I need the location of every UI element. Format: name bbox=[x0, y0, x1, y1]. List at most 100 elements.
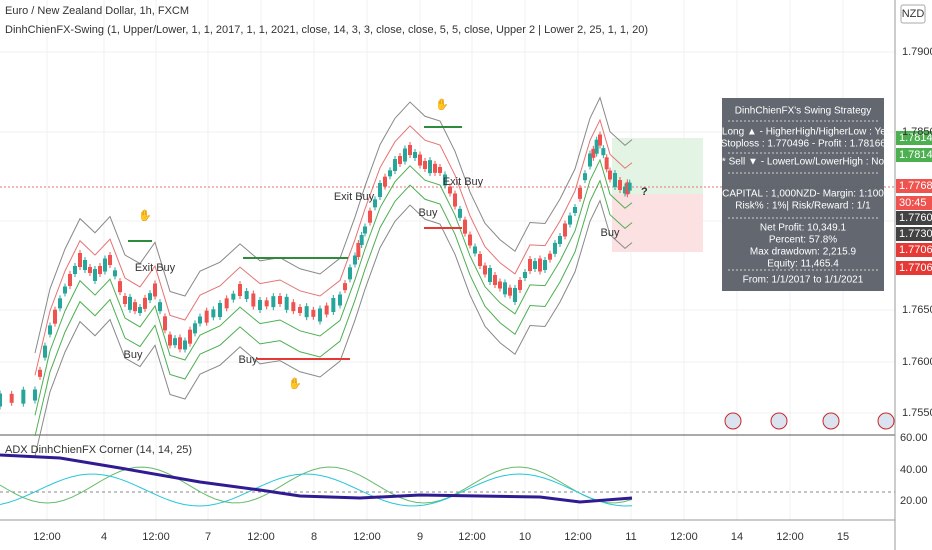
price-tag-label: 1.77682 bbox=[899, 180, 932, 192]
candle bbox=[558, 236, 562, 244]
candle bbox=[373, 199, 377, 208]
candle bbox=[338, 294, 342, 306]
candle bbox=[604, 157, 609, 170]
candle bbox=[625, 182, 630, 195]
adx-line bbox=[0, 453, 633, 504]
price-tag-label: 1.78146 bbox=[899, 132, 932, 144]
candle bbox=[353, 255, 357, 265]
candle bbox=[224, 298, 229, 309]
signal-label: Exit Buy bbox=[334, 191, 375, 203]
price-tags: 1.78146 1.78146 1.77682 30:45 1.77607 1.77304… bbox=[896, 131, 932, 275]
candle bbox=[251, 293, 256, 307]
symbol-title: Euro / New Zealand Dollar, 1h, FXCM bbox=[5, 5, 189, 17]
candle bbox=[433, 163, 437, 173]
signal-label: Buy bbox=[601, 227, 620, 239]
candle bbox=[568, 215, 572, 225]
currency[interactable]: NZD bbox=[902, 8, 925, 20]
candle bbox=[443, 174, 447, 186]
candle bbox=[563, 223, 567, 237]
adx-scale-label: 60.00 bbox=[900, 432, 928, 444]
panel-title: DinhChienFX's Swing Strategy bbox=[735, 106, 871, 117]
candle bbox=[613, 173, 617, 187]
candle bbox=[138, 307, 142, 313]
adx-pane bbox=[0, 453, 633, 507]
candle bbox=[103, 258, 107, 272]
signal-label: Buy bbox=[239, 354, 258, 366]
adx-scale-label: 20.00 bbox=[900, 495, 928, 507]
signal-label: Buy bbox=[124, 349, 143, 361]
candle bbox=[383, 176, 387, 187]
adx-label: ADX DinhChienFX Corner (14, 14, 25) bbox=[5, 444, 192, 456]
event-icon[interactable] bbox=[770, 412, 788, 430]
candle bbox=[468, 234, 472, 246]
stop-loss-zone bbox=[612, 194, 703, 252]
time-label: 11 bbox=[625, 531, 636, 543]
price-label: 1.79000 bbox=[902, 46, 932, 58]
time-label: 12:00 bbox=[353, 531, 381, 543]
candle bbox=[204, 310, 209, 323]
candle bbox=[133, 302, 137, 312]
event-icon[interactable] bbox=[877, 412, 895, 430]
panel-line: Max drawdown: 2,215.9 bbox=[750, 247, 857, 258]
candle bbox=[218, 303, 222, 317]
candle bbox=[148, 293, 152, 301]
candle bbox=[608, 170, 612, 180]
panel-line: - Stoploss : 1.770496 - Profit : 1.78166… bbox=[715, 139, 892, 150]
candle bbox=[244, 291, 249, 299]
candle bbox=[543, 260, 547, 270]
thumbs-down-icon: ✋ bbox=[138, 209, 152, 222]
candle bbox=[343, 283, 347, 291]
time-label: 12:00 bbox=[142, 531, 170, 543]
candle bbox=[553, 242, 557, 254]
candle bbox=[83, 260, 87, 270]
panel-text: DinhChienFX's Swing Strategy * Long ▲ - H… bbox=[715, 106, 892, 286]
candle bbox=[363, 226, 367, 234]
time-label: 7 bbox=[205, 531, 211, 543]
candle bbox=[528, 259, 532, 271]
candle bbox=[21, 389, 26, 404]
candle bbox=[591, 148, 596, 158]
thumbs-up-icon: ✋ bbox=[288, 377, 302, 390]
candle bbox=[503, 282, 507, 295]
candle bbox=[304, 306, 309, 318]
time-label: 14 bbox=[731, 531, 743, 543]
upper-band bbox=[34, 118, 633, 376]
candle bbox=[448, 186, 452, 194]
candle bbox=[627, 182, 632, 191]
candle bbox=[378, 183, 382, 197]
time-label: 12:00 bbox=[670, 531, 698, 543]
event-icon[interactable] bbox=[822, 412, 840, 430]
adx-scale-label: 40.00 bbox=[900, 464, 928, 476]
panel-line: Net Profit: 10,349.1 bbox=[760, 223, 847, 234]
candle bbox=[478, 254, 482, 266]
candle bbox=[488, 268, 492, 282]
candle bbox=[271, 296, 276, 308]
time-label: 4 bbox=[101, 531, 107, 543]
candle bbox=[368, 210, 372, 223]
candle bbox=[118, 281, 122, 293]
candle bbox=[463, 219, 467, 234]
event-icon[interactable] bbox=[724, 412, 742, 430]
candle bbox=[493, 275, 497, 285]
signal-label: Exit Buy bbox=[443, 176, 484, 188]
candle bbox=[538, 258, 542, 272]
candle bbox=[143, 297, 147, 309]
candle bbox=[388, 170, 392, 177]
panel-line: Equity: 11,465.4 bbox=[767, 259, 839, 270]
candle bbox=[359, 235, 364, 245]
signal-label: Buy bbox=[419, 207, 438, 219]
price-tag-label: 1.78146 bbox=[899, 149, 932, 161]
candle bbox=[518, 280, 522, 290]
candle bbox=[473, 246, 477, 254]
candle bbox=[583, 173, 587, 181]
candle bbox=[498, 281, 502, 289]
candle bbox=[78, 253, 82, 267]
strategy-panel bbox=[722, 98, 884, 291]
candle bbox=[533, 261, 537, 269]
candle bbox=[428, 160, 432, 174]
candle bbox=[68, 274, 72, 286]
currency-box[interactable] bbox=[900, 4, 926, 24]
price-tag bbox=[896, 131, 932, 145]
price-tag-label: 1.77060 bbox=[899, 262, 932, 274]
